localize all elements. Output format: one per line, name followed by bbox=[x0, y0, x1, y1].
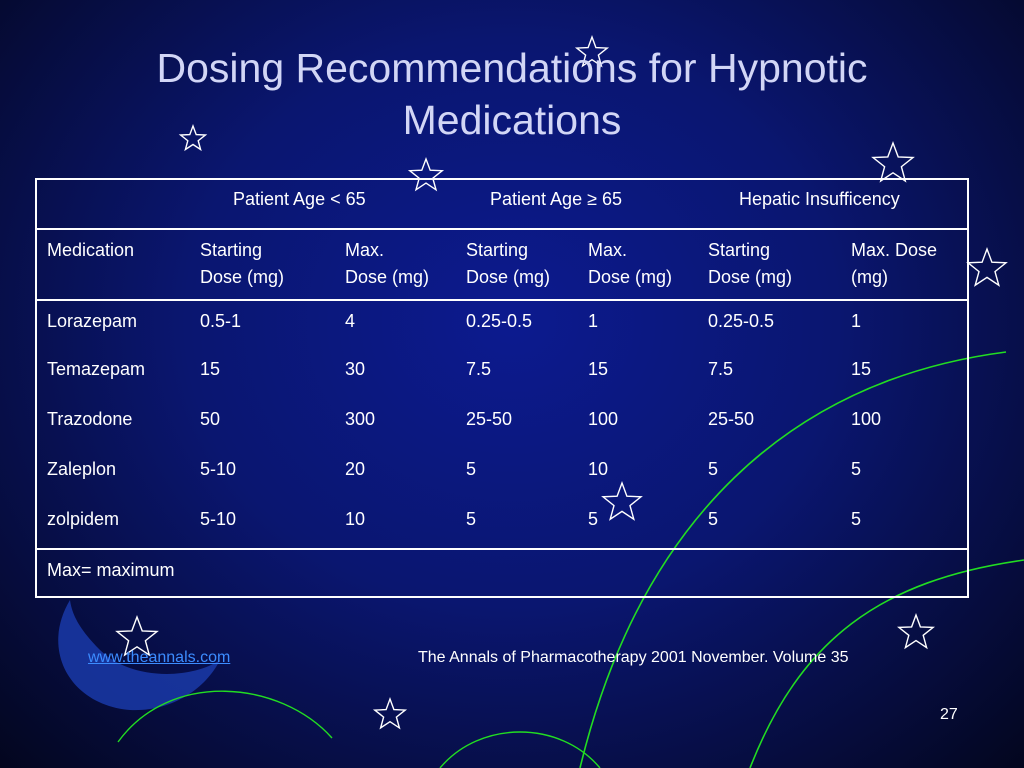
dose-value: 7.5 bbox=[466, 359, 492, 379]
medication-name: Zaleplon bbox=[47, 459, 117, 479]
dose-value: 100 bbox=[851, 409, 882, 429]
page-number: 27 bbox=[940, 706, 958, 723]
slide-title: Dosing Recommendations for Hypnotic Medi… bbox=[60, 42, 964, 146]
dose-value: 100 bbox=[588, 409, 619, 429]
medication-name: zolpidem bbox=[47, 509, 120, 529]
group-header-age-65-plus: Patient Age ≥ 65 bbox=[490, 189, 622, 209]
dose-value: 5 bbox=[708, 459, 719, 479]
footer-source: The Annals of Pharmacotherapy 2001 Novem… bbox=[418, 649, 849, 666]
dose-value: 15 bbox=[588, 359, 609, 379]
dose-value: 10 bbox=[345, 509, 366, 529]
dose-value: 0.5-1 bbox=[200, 311, 242, 331]
table-divider bbox=[37, 299, 967, 301]
arc-line bbox=[117, 690, 333, 743]
title-line-2: Medications bbox=[402, 97, 622, 143]
dose-value: 20 bbox=[345, 459, 366, 479]
dose-value: 5-10 bbox=[200, 509, 237, 529]
dose-value: 1 bbox=[588, 311, 599, 331]
medication-name: Lorazepam bbox=[47, 311, 138, 331]
footer-link[interactable]: www.theannals.com bbox=[88, 649, 231, 666]
dose-value: 5 bbox=[851, 459, 862, 479]
table-divider bbox=[37, 548, 967, 550]
dose-value: 5 bbox=[851, 509, 862, 529]
sub-header: Starting Dose (mg) bbox=[708, 240, 793, 287]
sub-header: Max. Dose (mg) bbox=[345, 240, 430, 287]
star-icon bbox=[871, 141, 915, 183]
star-icon bbox=[896, 612, 936, 650]
table-footnote: Max= maximum bbox=[47, 560, 175, 580]
medication-name: Trazodone bbox=[47, 409, 133, 429]
dose-value: 4 bbox=[345, 311, 356, 331]
table-divider bbox=[37, 228, 967, 230]
star-icon bbox=[966, 246, 1008, 287]
dose-value: 5 bbox=[466, 509, 477, 529]
dose-value: 25-50 bbox=[708, 409, 755, 429]
title-line-1: Dosing Recommendations for Hypnotic bbox=[156, 45, 868, 91]
dose-value: 5 bbox=[708, 509, 719, 529]
dose-value: 10 bbox=[588, 459, 609, 479]
medication-header: Medication bbox=[47, 240, 135, 260]
group-header-age-under-65: Patient Age < 65 bbox=[233, 189, 366, 209]
dose-value: 25-50 bbox=[466, 409, 513, 429]
dose-value: 0.25-0.5 bbox=[466, 311, 533, 331]
star-icon bbox=[372, 696, 408, 730]
dose-value: 0.25-0.5 bbox=[708, 311, 775, 331]
sub-header: Max. Dose (mg) bbox=[588, 240, 673, 287]
dose-value: 50 bbox=[200, 409, 221, 429]
medication-name: Temazepam bbox=[47, 359, 146, 379]
sub-header: Max. Dose (mg) bbox=[851, 240, 938, 287]
group-header-hepatic: Hepatic Insufficency bbox=[739, 189, 900, 209]
dose-value: 5-10 bbox=[200, 459, 237, 479]
dose-value: 5 bbox=[588, 509, 599, 529]
dose-value: 5 bbox=[466, 459, 477, 479]
dosing-table: Patient Age < 65 Patient Age ≥ 65 Hepati… bbox=[35, 178, 969, 598]
sub-header: Starting Dose (mg) bbox=[200, 240, 285, 287]
sub-header: Starting Dose (mg) bbox=[466, 240, 551, 287]
arc-line bbox=[439, 731, 601, 768]
dose-value: 30 bbox=[345, 359, 366, 379]
dose-value: 7.5 bbox=[708, 359, 734, 379]
dose-value: 15 bbox=[851, 359, 872, 379]
dose-value: 1 bbox=[851, 311, 862, 331]
dose-value: 300 bbox=[345, 409, 376, 429]
dose-value: 15 bbox=[200, 359, 221, 379]
